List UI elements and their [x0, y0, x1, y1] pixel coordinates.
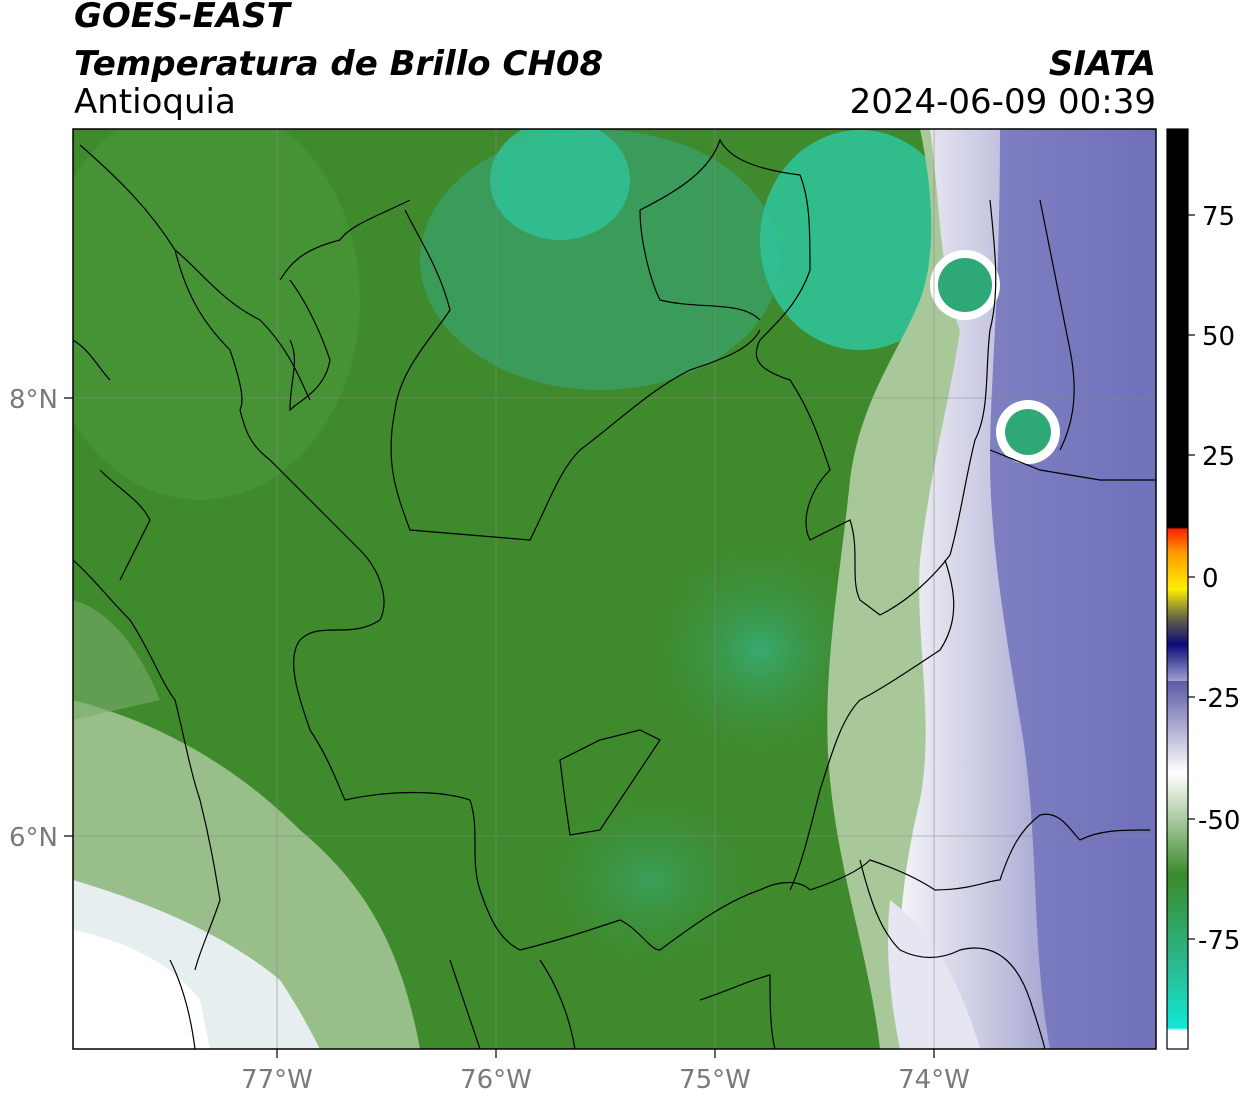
west-patch — [73, 129, 360, 500]
east-blob-1 — [938, 258, 992, 312]
product-title: Temperatura de Brillo CH08 — [74, 44, 604, 84]
axis-ticks — [64, 397, 935, 1058]
lon-tick-74: 74°W — [898, 1065, 970, 1095]
cb-tick-m75: -75 — [1198, 926, 1240, 956]
colorbar-gradient — [1167, 129, 1188, 1049]
satellite-title: GOES-EAST — [74, 0, 290, 36]
graticule — [73, 129, 1156, 1049]
east-violet-core — [990, 129, 1156, 1049]
colorbar-frame — [1166, 128, 1189, 1050]
southwest-white-core — [73, 930, 210, 1049]
cb-tick-25: 25 — [1202, 442, 1235, 472]
map-field — [73, 129, 1156, 1049]
cb-tick-75: 75 — [1202, 202, 1235, 232]
datetime-label: 2024-06-09 00:39 — [849, 82, 1156, 122]
north-teal-core — [490, 129, 630, 240]
coastline-north — [79, 144, 243, 411]
region-label: Antioquia — [74, 82, 236, 122]
agency-label: SIATA — [1048, 44, 1156, 84]
cb-tick-m25: -25 — [1198, 684, 1240, 714]
enclave-border — [559, 729, 661, 836]
east-blob-2 — [1005, 409, 1051, 455]
lon-tick-77: 77°W — [241, 1065, 313, 1095]
cb-tick-0: 0 — [1202, 564, 1219, 594]
borders — [73, 138, 1156, 1049]
map-frame — [72, 128, 1157, 1050]
colorbar: 75 50 25 0 -25 -50 -75 — [1166, 128, 1240, 1050]
northeast-teal-core — [760, 130, 960, 350]
lat-tick-8: 8°N — [9, 385, 58, 415]
lat-tick-6: 6°N — [9, 823, 58, 853]
central-teal-patch — [640, 530, 880, 770]
cb-tick-50: 50 — [1202, 322, 1235, 352]
cb-tick-m50: -50 — [1198, 806, 1240, 836]
lon-tick-75: 75°W — [679, 1065, 751, 1095]
lon-tick-76: 76°W — [460, 1065, 532, 1095]
